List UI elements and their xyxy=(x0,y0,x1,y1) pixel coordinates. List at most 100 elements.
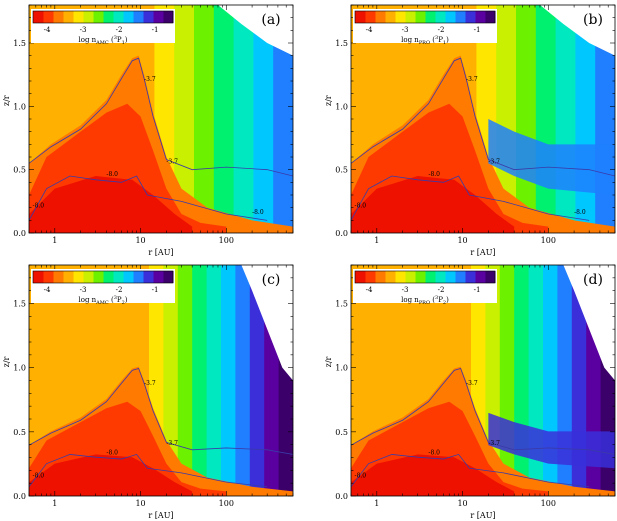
colorbar-swatch xyxy=(153,11,164,23)
panel-label-background xyxy=(575,269,611,289)
y-axis-label: z/r xyxy=(324,356,333,367)
y-tick-label: 1.0 xyxy=(13,102,26,111)
colorbar-tick-label: -1 xyxy=(152,286,159,294)
contour-label: -8.0 xyxy=(355,473,367,480)
colorbar-swatch xyxy=(163,11,174,23)
contour-line xyxy=(29,453,268,488)
x-tick-label: 10 xyxy=(457,236,467,245)
colorbar-swatch xyxy=(133,271,144,283)
colorbar-swatch xyxy=(405,271,416,283)
colorbar-swatch xyxy=(445,271,456,283)
panel-b: -3.7 -3.7 -8.0 -8.0 -8.0 1 10 100 0.0 0.5 1.0 1.5 r … xyxy=(324,4,616,257)
colorbar-swatch xyxy=(425,271,436,283)
y-tick-label: 0.5 xyxy=(335,428,348,437)
deep-red-region xyxy=(351,454,515,496)
y-tick-label: 0.5 xyxy=(13,428,26,437)
x-axis-label: r [AU] xyxy=(470,511,495,520)
color-band xyxy=(496,5,517,233)
panel-label: (a) xyxy=(261,12,280,28)
colorbar-swatch xyxy=(123,11,134,23)
color-band xyxy=(253,5,275,233)
colorbar-swatch xyxy=(365,11,376,23)
colorbar-tick-label: -3 xyxy=(402,286,409,294)
outer-disc xyxy=(488,412,615,469)
colorbar-frame xyxy=(32,10,174,24)
deep-red-region xyxy=(351,176,515,233)
colorbar-swatch xyxy=(53,11,64,23)
colorbar-swatch xyxy=(93,11,104,23)
contour-line xyxy=(29,175,268,221)
panel-label: (d) xyxy=(583,272,603,288)
colorbar-swatch xyxy=(375,11,386,23)
contour-label: -8.0 xyxy=(252,209,264,216)
color-band xyxy=(273,5,293,233)
contour-line xyxy=(351,57,615,177)
panel-d: -3.7 -3.7 -8.0 -8.0 1 10 100 0.0 0.5 1.0 1.5 r [AU]… xyxy=(324,264,616,520)
contour-label: -8.0 xyxy=(574,209,586,216)
contour-label: -8.0 xyxy=(106,171,118,178)
colorbar-swatch xyxy=(43,271,54,283)
y-tick-label: 0.0 xyxy=(335,229,348,238)
colorbar-swatch xyxy=(375,271,386,283)
x-tick-label: 100 xyxy=(219,499,234,508)
y-axis-label: z/r xyxy=(2,356,11,367)
contour-label: -8.0 xyxy=(33,203,45,210)
color-band xyxy=(192,265,208,496)
outer-disc xyxy=(488,119,615,195)
y-tick-label: 0.5 xyxy=(13,166,26,175)
contour-label: -3.7 xyxy=(166,440,178,447)
colorbar-tick-label: -1 xyxy=(474,26,481,34)
contour-line xyxy=(351,175,590,221)
x-tick-label: 10 xyxy=(135,236,145,245)
colorbar-swatch xyxy=(143,271,154,283)
colorbar-tick-label: -1 xyxy=(152,26,159,34)
colorbar-swatch xyxy=(365,271,376,283)
y-tick-label: 1.5 xyxy=(13,39,26,48)
y-tick-label: 1.5 xyxy=(13,300,26,309)
colorbar-tick-label: -3 xyxy=(80,286,87,294)
contour-label: -8.0 xyxy=(355,203,367,210)
colorbar-tick-label: -2 xyxy=(438,286,445,294)
contour-label: -8.0 xyxy=(428,449,440,456)
x-tick-label: 10 xyxy=(457,499,467,508)
colorbar-swatch xyxy=(153,271,164,283)
panel-label-background xyxy=(575,9,611,29)
contour-line xyxy=(351,453,590,488)
colorbar-tick-label: -3 xyxy=(402,26,409,34)
colorbar-swatch xyxy=(425,11,436,23)
colorbar-tick-label: -2 xyxy=(116,286,123,294)
colorbar-swatch xyxy=(355,271,366,283)
colorbar-swatch xyxy=(93,271,104,283)
colorbar-frame xyxy=(32,270,174,284)
colorbar-tick-label: -4 xyxy=(44,286,51,294)
colorbar-frame xyxy=(354,10,496,24)
contour-label: -8.0 xyxy=(106,449,118,456)
colorbar-swatch xyxy=(395,11,406,23)
color-band xyxy=(249,265,266,496)
contour-label: -3.7 xyxy=(166,158,178,165)
colorbar-swatch xyxy=(33,271,44,283)
x-tick-label: 1 xyxy=(374,499,379,508)
contour-label: -8.0 xyxy=(33,473,45,480)
colorbar-label: log nAMC (3P2) xyxy=(78,295,127,306)
contour-line xyxy=(29,368,293,455)
colorbar-swatch xyxy=(395,271,406,283)
contour-line xyxy=(351,368,615,455)
colorbar-swatch xyxy=(455,11,466,23)
colorbar-label: log nPRO (3P2) xyxy=(401,295,449,306)
x-tick-label: 1 xyxy=(374,236,379,245)
contour-label: -3.7 xyxy=(144,380,156,387)
colorbar-swatch xyxy=(385,271,396,283)
y-axis-label: z/r xyxy=(324,95,333,106)
y-axis-label: z/r xyxy=(2,95,11,106)
contour-line xyxy=(29,57,293,177)
x-tick-label: 1 xyxy=(52,236,57,245)
panel-label: (b) xyxy=(583,12,603,28)
colorbar-swatch xyxy=(405,11,416,23)
colorbar-swatch xyxy=(465,11,476,23)
colorbar-label: log nAMC (3P1) xyxy=(78,35,127,46)
colorbar-swatch xyxy=(465,271,476,283)
y-tick-label: 1.0 xyxy=(335,102,348,111)
empty-region xyxy=(241,265,293,381)
